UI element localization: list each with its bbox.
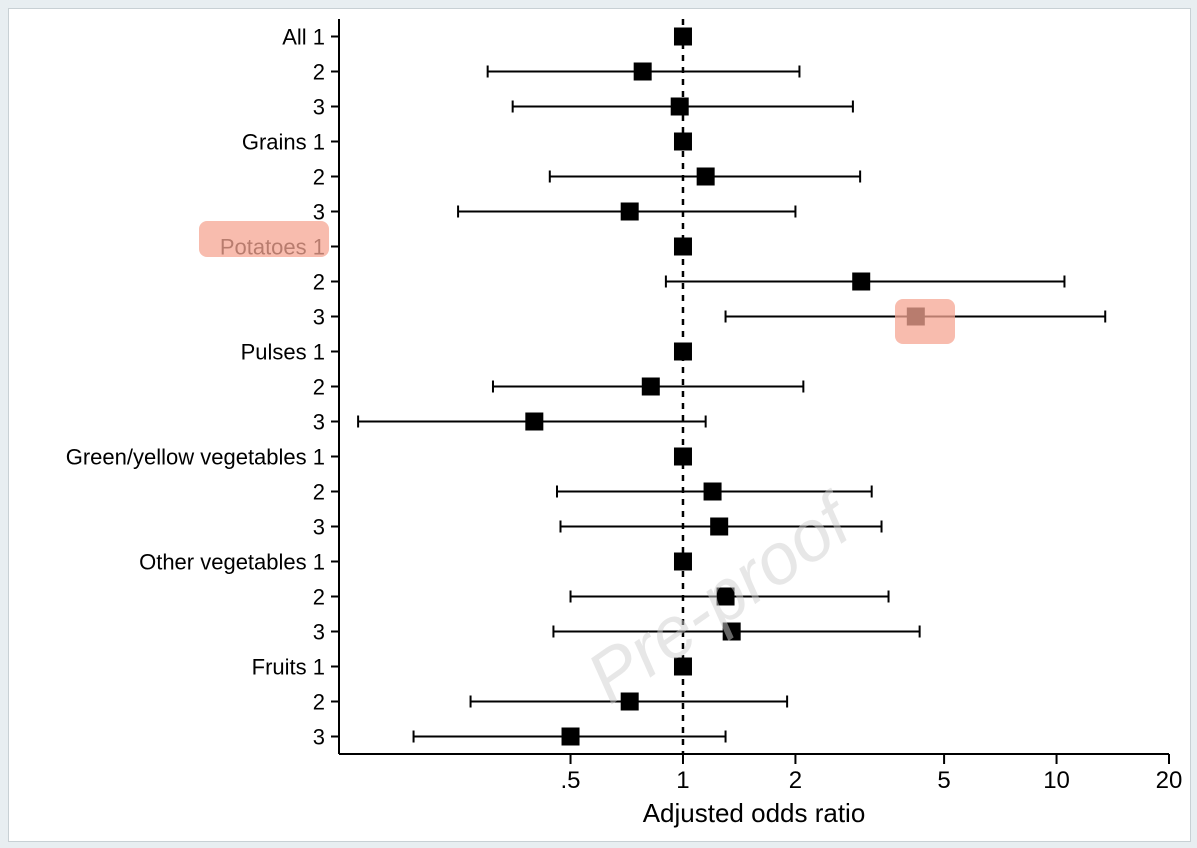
svg-text:3: 3: [313, 200, 325, 225]
svg-text:5: 5: [937, 767, 950, 794]
svg-text:20: 20: [1156, 767, 1183, 794]
svg-text:3: 3: [313, 95, 325, 120]
svg-text:2: 2: [789, 767, 802, 794]
svg-text:3: 3: [313, 305, 325, 330]
svg-text:2: 2: [313, 375, 325, 400]
svg-text:3: 3: [313, 620, 325, 645]
svg-text:2: 2: [313, 690, 325, 715]
svg-text:3: 3: [313, 410, 325, 435]
svg-text:2: 2: [313, 270, 325, 295]
svg-text:Green/yellow vegetables 1: Green/yellow vegetables 1: [66, 445, 325, 470]
svg-text:All 1: All 1: [282, 25, 325, 50]
svg-text:Pulses 1: Pulses 1: [241, 340, 325, 365]
svg-text:3: 3: [313, 725, 325, 750]
svg-text:.5: .5: [561, 767, 581, 794]
svg-text:2: 2: [313, 60, 325, 85]
svg-text:3: 3: [313, 515, 325, 540]
svg-text:Fruits 1: Fruits 1: [252, 655, 325, 680]
svg-text:2: 2: [313, 585, 325, 610]
svg-text:2: 2: [313, 480, 325, 505]
forest-plot-svg: .5 1 2 5 10 20 Adjusted odds ratio All 1 2 3 Grain…: [9, 9, 1190, 841]
svg-text:10: 10: [1043, 767, 1070, 794]
svg-text:Other vegetables 1: Other vegetables 1: [139, 550, 325, 575]
svg-text:Potatoes 1: Potatoes 1: [220, 235, 325, 260]
forest-plot-container: .5 1 2 5 10 20 Adjusted odds ratio All 1 2 3 Grain…: [8, 8, 1191, 842]
svg-text:1: 1: [676, 767, 689, 794]
svg-text:Grains 1: Grains 1: [242, 130, 325, 155]
svg-text:Adjusted odds ratio: Adjusted odds ratio: [643, 798, 866, 828]
svg-text:2: 2: [313, 165, 325, 190]
